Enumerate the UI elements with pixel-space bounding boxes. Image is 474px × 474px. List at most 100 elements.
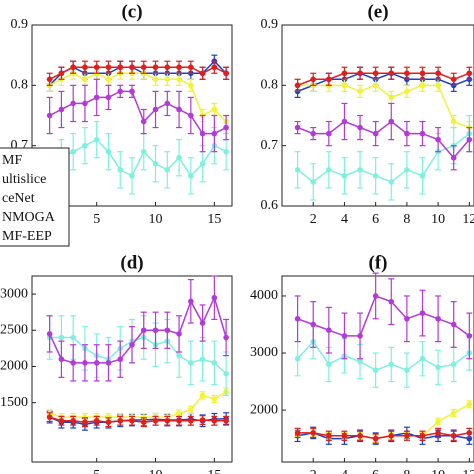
marker [372,70,379,77]
x-tick-label: 4 [341,468,348,474]
marker [357,124,363,131]
marker [164,64,171,71]
y-tick-label: 4000 [250,288,278,303]
marker [117,356,124,363]
marker [105,419,112,425]
marker [223,417,229,424]
marker [93,94,100,101]
marker [450,321,457,328]
marker [58,334,65,341]
legend-box [0,147,70,247]
marker [82,360,88,366]
marker [372,293,379,299]
marker [176,64,182,71]
marker [82,100,88,107]
marker [435,430,441,436]
y-tick-label: 0.9 [261,17,279,32]
marker [199,130,206,137]
marker [82,142,88,149]
marker [211,417,218,424]
marker [419,173,426,179]
marker [404,167,410,173]
x-tick-label: 12 [462,468,474,474]
marker [388,432,395,439]
marker [199,417,206,423]
marker [164,417,171,424]
marker [70,100,76,107]
marker [58,106,65,113]
marker [435,136,441,143]
marker [211,294,218,301]
marker [176,331,182,337]
x-tick-label: 5 [93,468,100,474]
marker [188,173,194,179]
marker [46,112,53,119]
y-tick-label: 2000 [250,402,278,417]
marker [466,333,473,339]
marker [188,112,194,119]
marker [117,167,124,173]
marker [105,148,112,155]
marker [140,148,147,155]
marker [357,70,363,77]
marker [199,392,206,399]
marker [82,419,88,425]
plot-area [31,275,233,463]
marker [435,364,441,371]
marker [129,64,135,71]
marker [105,64,112,71]
x-tick-label: 15 [207,212,221,227]
marker [466,70,473,77]
marker [326,130,332,137]
marker [211,360,218,366]
marker [372,130,379,137]
marker [70,360,76,366]
y-tick-label: 2000 [0,359,28,374]
marker [326,167,332,173]
marker [326,432,332,439]
panel-title: (f) [369,252,388,273]
y-tick-label: 0.8 [11,78,29,93]
panel-title: (e) [367,1,388,22]
marker [450,76,457,83]
marker [164,76,171,83]
y-tick-label: 0.6 [261,198,279,213]
marker [294,167,301,173]
marker [117,64,124,71]
marker [310,179,317,185]
marker [211,106,218,113]
marker [404,70,410,77]
marker [93,360,100,366]
marker [435,418,441,425]
series-line [49,416,227,423]
marker [357,358,363,365]
marker [117,417,124,424]
plot-area [281,24,474,207]
legend: MF ultislice ceNet NMOGA MF-EEP [0,147,70,247]
marker [199,160,206,167]
x-tick-label: 15 [207,468,221,474]
marker [70,148,76,155]
legend-label: ceNet [2,191,35,206]
marker [46,76,53,83]
marker [450,118,457,125]
marker [223,148,229,155]
marker [388,118,395,125]
series-line [49,138,227,178]
marker [188,82,194,89]
marker [466,401,473,408]
marker [310,321,317,328]
marker [188,360,194,366]
series-layer [294,66,473,201]
marker [341,432,348,439]
series-line [49,60,227,86]
marker [176,352,182,359]
marker [70,417,76,424]
marker [140,327,147,334]
series-layer [294,272,473,445]
marker [450,410,457,416]
marker [404,88,410,95]
marker [404,130,410,137]
marker [211,64,218,71]
marker [419,355,426,362]
